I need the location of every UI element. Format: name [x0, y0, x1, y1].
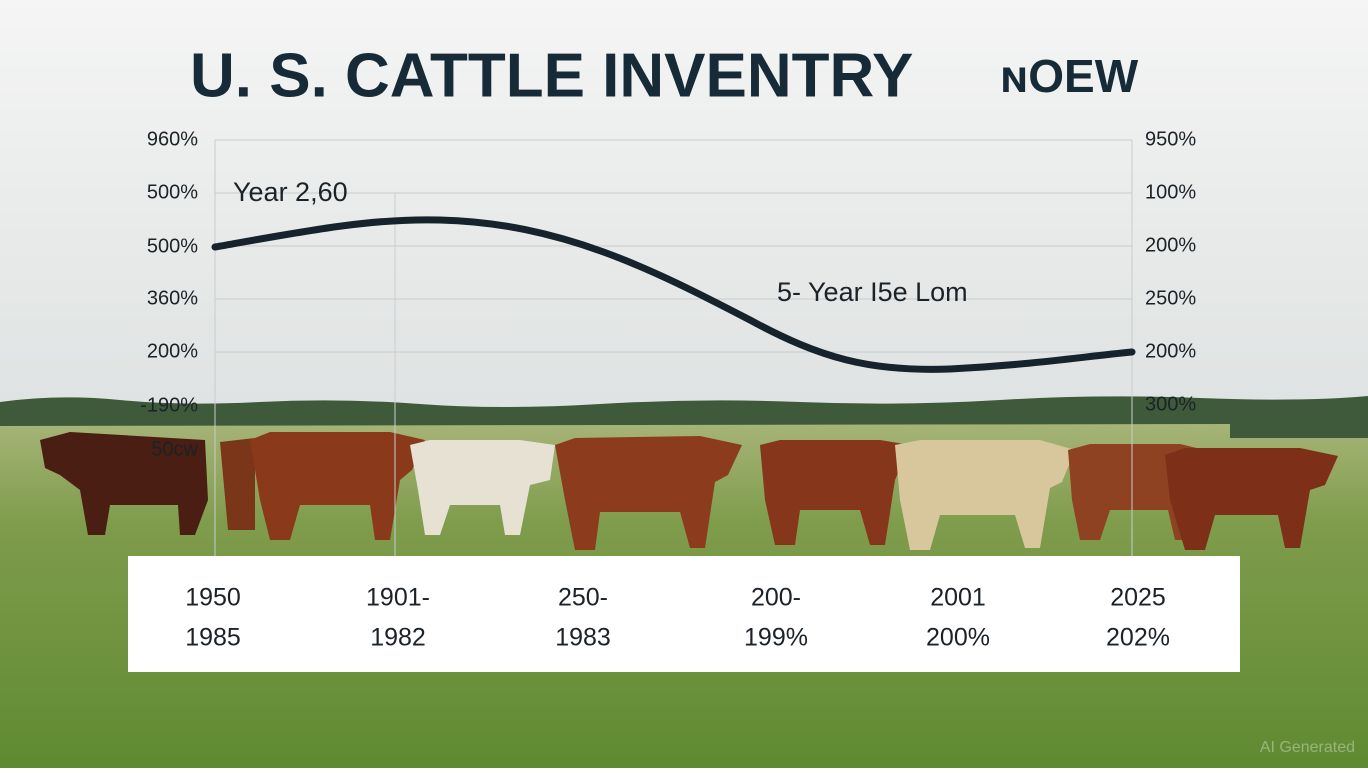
left-axis: 960% 500% 500% 360% 200% -190% 50cw — [140, 128, 198, 460]
right-axis-label: 200% — [1145, 234, 1196, 256]
grid — [214, 139, 1133, 556]
left-axis-label: -190% — [140, 394, 198, 416]
title: U. S. CATTLE INVENTRY — [190, 41, 913, 110]
right-axis-label: 200% — [1145, 340, 1196, 362]
right-axis-label: 250% — [1145, 287, 1196, 309]
annotation: Year 2,60 — [233, 177, 348, 207]
right-axis-label: 300% — [1145, 393, 1196, 415]
trend-line — [211, 216, 1136, 373]
left-axis-label: 500% — [147, 235, 198, 257]
cattle — [40, 432, 1338, 550]
right-axis-label: 100% — [1145, 181, 1196, 203]
x-label: 2001 — [930, 584, 986, 612]
tree-line — [0, 396, 1368, 438]
label-panel — [128, 556, 1240, 672]
x-label: 199% — [744, 624, 808, 652]
left-axis-label: 500% — [147, 181, 198, 203]
right-axis: 950% 100% 200% 250% 200% 300% — [1145, 128, 1196, 415]
right-axis-label: 950% — [1145, 128, 1196, 150]
title-suffix: ɴOEW — [1000, 50, 1139, 102]
x-label: 250- — [558, 584, 608, 612]
x-label: 1985 — [185, 624, 241, 652]
left-axis-label: 960% — [147, 128, 198, 150]
left-axis-label: 360% — [147, 287, 198, 309]
x-label: 2025 — [1110, 584, 1166, 612]
x-label: 202% — [1106, 624, 1170, 652]
x-label: 200% — [926, 624, 990, 652]
left-axis-label: 50cw — [151, 438, 198, 460]
x-labels: 1950 1985 1901- 1982 250- 1983 200- 199% 2001 200… — [185, 584, 1170, 652]
watermark: AI Generated — [1260, 739, 1355, 756]
x-label: 1950 — [185, 584, 241, 612]
x-label: 1901- — [366, 584, 430, 612]
left-axis-label: 200% — [147, 340, 198, 362]
x-label: 1983 — [555, 624, 611, 652]
x-label: 200- — [751, 584, 801, 612]
x-label: 1982 — [370, 624, 426, 652]
annotation: 5- Year I5e Lom — [777, 277, 968, 307]
sky — [0, 0, 1368, 420]
